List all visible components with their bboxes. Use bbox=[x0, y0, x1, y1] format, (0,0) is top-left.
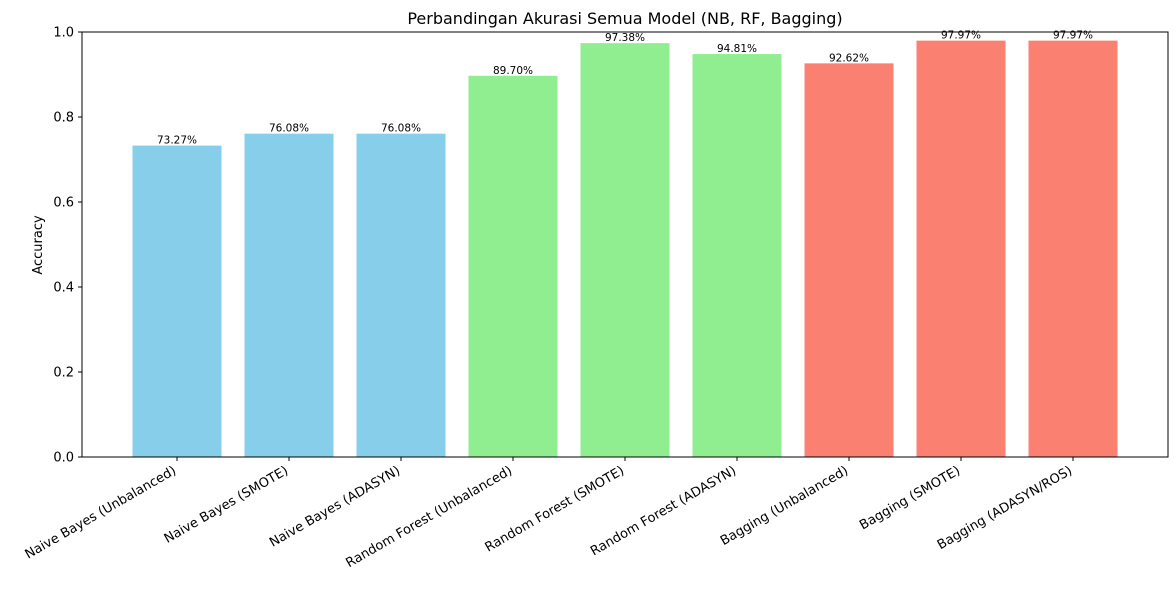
y-tick-label: 0.0 bbox=[53, 451, 74, 466]
bar-value-label: 89.70% bbox=[493, 65, 533, 77]
plot-frame bbox=[81, 31, 1169, 458]
x-axis: Naive Bayes (Unbalanced)Naive Bayes (SMO… bbox=[23, 457, 1075, 571]
bar bbox=[132, 145, 222, 458]
y-tick-label: 1.0 bbox=[53, 26, 74, 41]
bar-value-label: 76.08% bbox=[381, 123, 421, 135]
y-tick-label: 0.4 bbox=[53, 281, 74, 296]
bar bbox=[804, 63, 894, 458]
bar bbox=[468, 75, 558, 458]
bar-value-label: 97.97% bbox=[1053, 30, 1093, 42]
chart-title: Perbandingan Akurasi Semua Model (NB, RF… bbox=[407, 9, 842, 28]
y-tick-label: 0.6 bbox=[53, 196, 74, 211]
bar-value-label: 73.27% bbox=[157, 135, 197, 147]
bar-value-label: 97.38% bbox=[605, 32, 645, 44]
x-tick-label: Naive Bayes (Unbalanced) bbox=[23, 463, 179, 562]
bar bbox=[916, 40, 1006, 457]
bar-value-label: 97.97% bbox=[941, 30, 981, 42]
bar bbox=[356, 133, 446, 457]
data-labels-group: 73.27% 76.08% 76.08% 89.70% 97.38% 94.81% 92.6… bbox=[157, 30, 1093, 147]
bars-group bbox=[132, 40, 1118, 458]
y-axis: 0.0 0.2 0.4 0.6 0.8 1.0 bbox=[53, 26, 82, 466]
bar-value-label: 92.62% bbox=[829, 52, 869, 64]
bar bbox=[580, 43, 670, 457]
y-tick-label: 0.8 bbox=[53, 111, 74, 126]
bar bbox=[1028, 40, 1118, 457]
bar-value-label: 76.08% bbox=[269, 123, 309, 135]
bar-value-label: 94.81% bbox=[717, 43, 757, 55]
bar bbox=[692, 54, 782, 458]
y-axis-label: Accuracy bbox=[31, 215, 46, 275]
y-tick-label: 0.2 bbox=[53, 366, 74, 381]
bar bbox=[244, 133, 334, 457]
x-tick-label: Bagging (SMOTE) bbox=[857, 463, 963, 533]
